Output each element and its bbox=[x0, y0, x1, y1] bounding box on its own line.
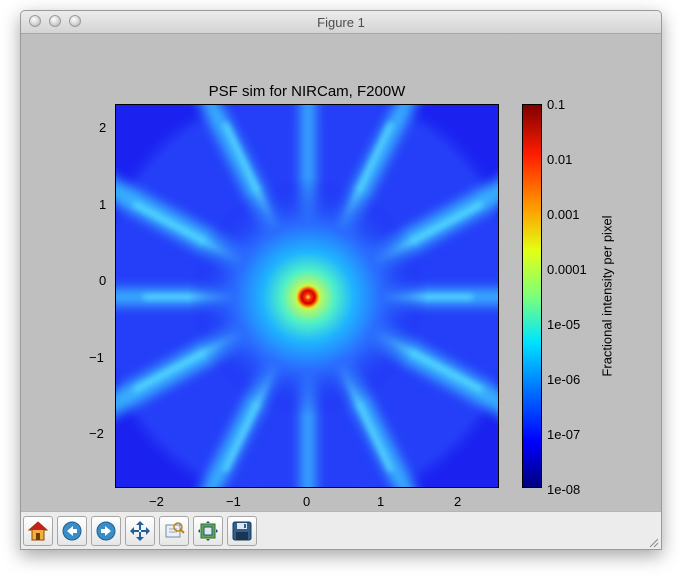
psf-image[interactable] bbox=[115, 104, 499, 488]
colorbar-tick-label: 0.001 bbox=[547, 207, 580, 222]
home-button[interactable] bbox=[23, 516, 53, 546]
x-tick-label: 0 bbox=[303, 494, 311, 509]
minimize-window-button[interactable] bbox=[49, 15, 61, 27]
floppy-disk-icon bbox=[232, 521, 252, 541]
pan-button[interactable] bbox=[125, 516, 155, 546]
x-tick-label: 1 bbox=[377, 494, 385, 509]
move-arrows-icon bbox=[130, 521, 150, 541]
figure-window: Figure 1 PSF sim for NIRCam, F200W bbox=[20, 10, 662, 550]
y-tick-label: −2 bbox=[89, 426, 104, 441]
zoom-window-button[interactable] bbox=[69, 15, 81, 27]
colorbar bbox=[522, 104, 542, 488]
psf-core bbox=[296, 285, 320, 309]
colorbar-tick-label: 0.0001 bbox=[547, 262, 587, 277]
save-button[interactable] bbox=[227, 516, 257, 546]
zoom-rectangle-icon bbox=[165, 522, 185, 538]
back-arrow-icon bbox=[62, 521, 82, 541]
colorbar-tick-label: 1e-06 bbox=[547, 372, 581, 387]
navigation-toolbar bbox=[21, 511, 661, 549]
colorbar-tick-label: 1e-07 bbox=[547, 427, 581, 442]
colorbar-tick-label: 1e-08 bbox=[547, 482, 581, 497]
x-tick-label: −1 bbox=[226, 494, 241, 509]
subplots-icon bbox=[198, 521, 218, 541]
y-tick-label: −1 bbox=[89, 350, 104, 365]
colorbar-tick-label: 0.01 bbox=[547, 152, 573, 167]
x-tick-label: 2 bbox=[454, 494, 462, 509]
home-icon bbox=[27, 521, 49, 541]
forward-button[interactable] bbox=[91, 516, 121, 546]
x-tick-label: −2 bbox=[149, 494, 164, 509]
psf-image-svg bbox=[116, 105, 498, 487]
resize-grip-icon[interactable] bbox=[647, 536, 659, 548]
zoom-button[interactable] bbox=[159, 516, 189, 546]
close-window-button[interactable] bbox=[29, 15, 41, 27]
y-tick-label: 0 bbox=[99, 273, 107, 288]
y-tick-label: 1 bbox=[99, 197, 107, 212]
configure-subplots-button[interactable] bbox=[193, 516, 223, 546]
y-tick-label: 2 bbox=[99, 120, 107, 135]
back-button[interactable] bbox=[57, 516, 87, 546]
plot-title: PSF sim for NIRCam, F200W bbox=[208, 83, 406, 100]
forward-arrow-icon bbox=[96, 521, 116, 541]
title-bar[interactable]: Figure 1 bbox=[21, 11, 661, 34]
colorbar-label: Fractional intensity per pixel bbox=[599, 215, 615, 377]
window-title: Figure 1 bbox=[317, 15, 365, 30]
colorbar-tick-label: 1e-05 bbox=[547, 317, 581, 332]
figure-canvas[interactable]: PSF sim for NIRCam, F200W bbox=[21, 34, 661, 511]
colorbar-tick-label: 0.1 bbox=[547, 97, 566, 112]
